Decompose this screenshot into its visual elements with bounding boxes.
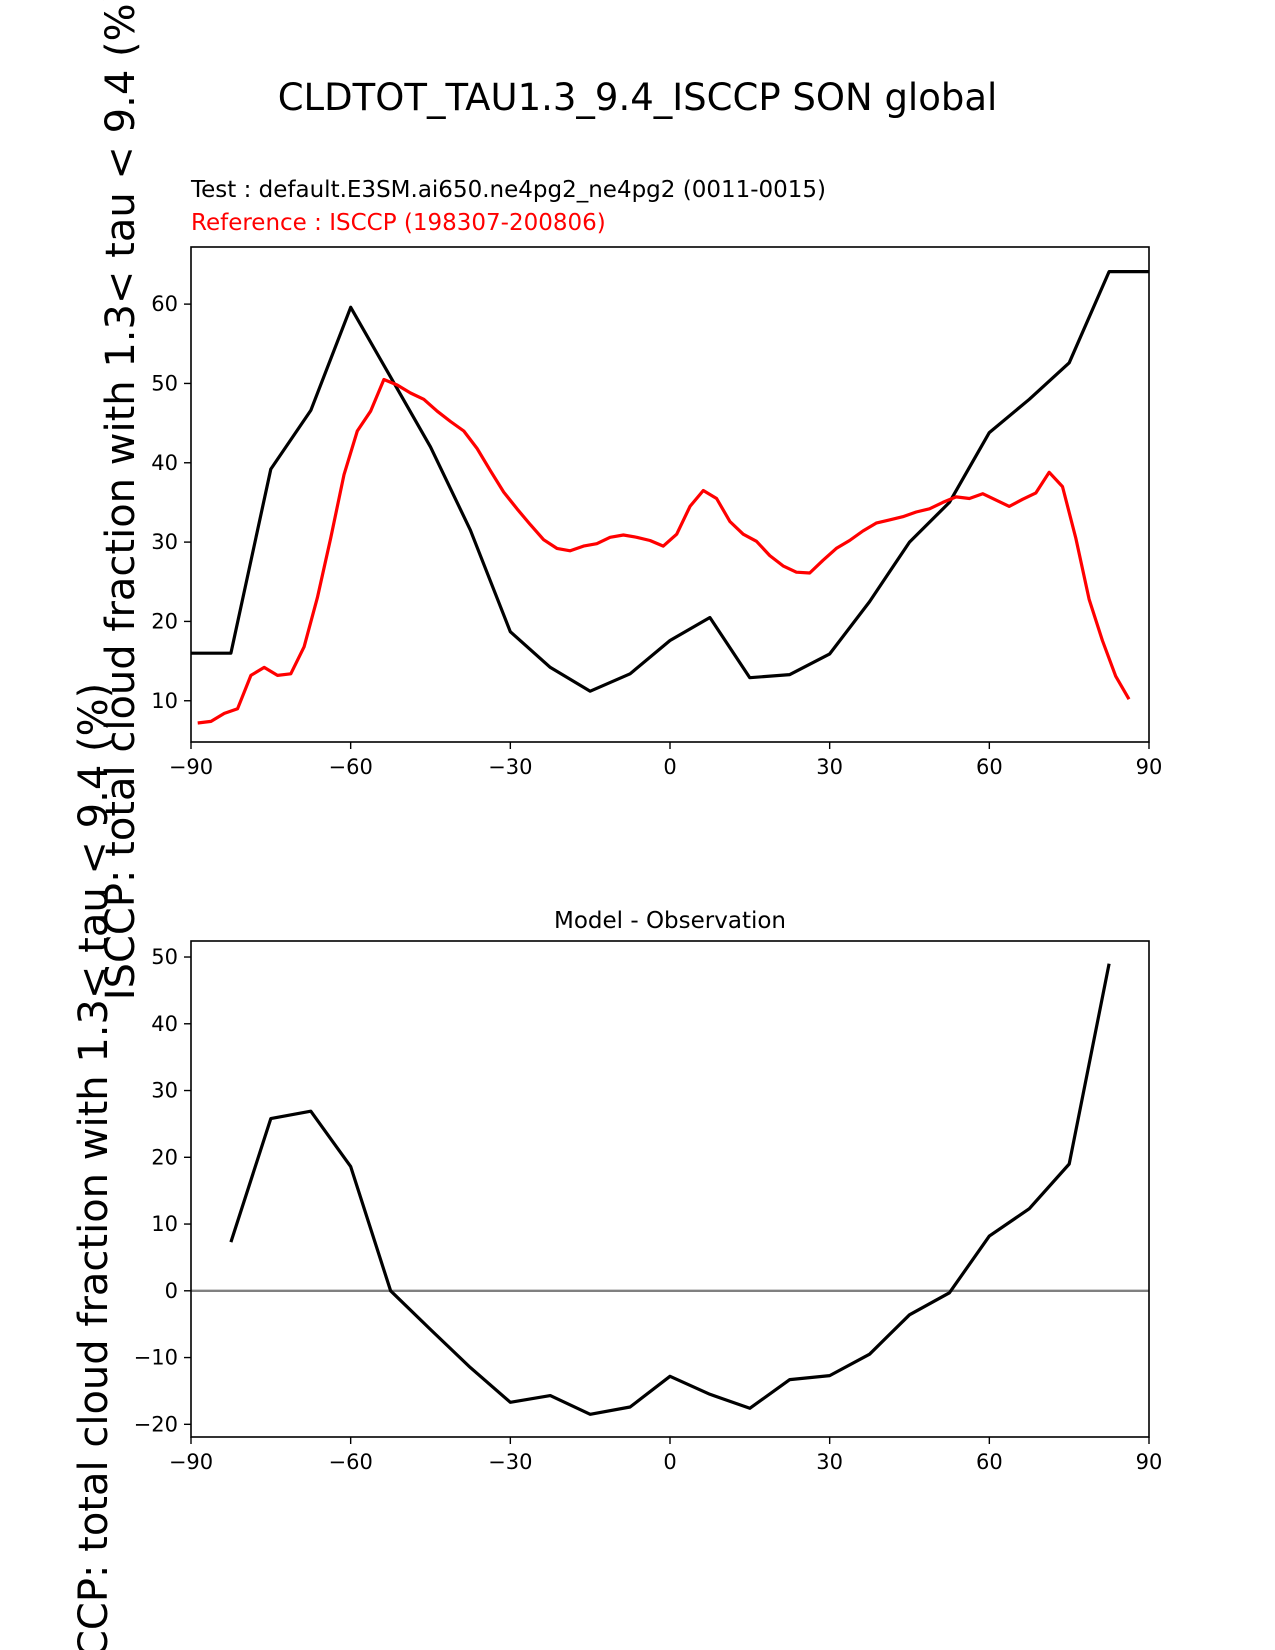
top-axes-frame [190,246,1150,743]
figure-title: CLDTOT_TAU1.3_9.4_ISCCP SON global [278,76,998,119]
top-y-tick-label: 20 [151,609,178,633]
bottom-y-tick-label: −10 [134,1346,178,1370]
top-y-axis-label: ISCCP: total cloud fraction with 1.3< ta… [98,0,144,1000]
top-x-ticks: −90 −60 −30 0 30 60 90 [169,742,1163,779]
top-y-tick-label: 50 [151,371,178,395]
bottom-y-tick-label: 40 [151,1012,178,1036]
top-series-reference [197,377,1131,725]
bottom-y-axis-label: ISCCP: total cloud fraction with 1.3< ta… [71,683,117,1650]
top-x-tick-label: −90 [169,755,213,779]
test-label: Test : default.E3SM.ai650.ne4pg2_ne4pg2 … [190,177,826,203]
bottom-y-tick-label: 10 [151,1212,178,1236]
bottom-y-tick-label: 50 [151,945,178,969]
top-series-layer [191,270,1149,725]
panel-top: 10 20 30 40 50 60 −90 −60 −30 0 30 60 90 ISCCP: tot… [98,0,1162,1000]
bottom-y-tick-label: 30 [151,1079,178,1103]
bottom-y-tick-label: 0 [165,1279,178,1303]
bottom-x-tick-label: −60 [329,1450,373,1474]
bottom-axes-frame [190,940,1150,1438]
bottom-x-tick-label: −90 [169,1450,213,1474]
top-x-tick-label: −60 [329,755,373,779]
top-x-tick-label: −30 [488,755,532,779]
top-y-tick-label: 30 [151,530,178,554]
bottom-x-tick-label: −30 [488,1450,532,1474]
top-y-tick-label: 10 [151,689,178,713]
bottom-series-layer [191,963,1149,1416]
bottom-series-difference [229,963,1111,1416]
bottom-x-ticks: −90 −60 −30 0 30 60 90 [169,1437,1163,1474]
bottom-y-tick-label: −20 [134,1412,178,1436]
diff-title: Model - Observation [554,908,786,934]
bottom-y-ticks: −20 −10 0 10 20 30 40 50 [134,945,191,1436]
top-y-tick-label: 40 [151,451,178,475]
bottom-x-tick-label: 0 [663,1450,676,1474]
reference-label: Reference : ISCCP (198307-200806) [191,210,606,236]
top-series-test [191,270,1149,693]
panel-bottom: −20 −10 0 10 20 30 40 50 −90 −60 −30 0 30 60 90 ISCCP… [71,683,1162,1650]
top-y-tick-label: 60 [151,292,178,316]
bottom-x-tick-label: 90 [1136,1450,1163,1474]
bottom-x-tick-label: 60 [976,1450,1003,1474]
bottom-x-tick-label: 30 [816,1450,843,1474]
top-x-tick-label: 0 [663,755,676,779]
top-y-ticks: 10 20 30 40 50 60 [151,292,191,713]
top-x-tick-label: 90 [1136,755,1163,779]
top-x-tick-label: 30 [816,755,843,779]
bottom-y-tick-label: 20 [151,1145,178,1169]
top-x-tick-label: 60 [976,755,1003,779]
